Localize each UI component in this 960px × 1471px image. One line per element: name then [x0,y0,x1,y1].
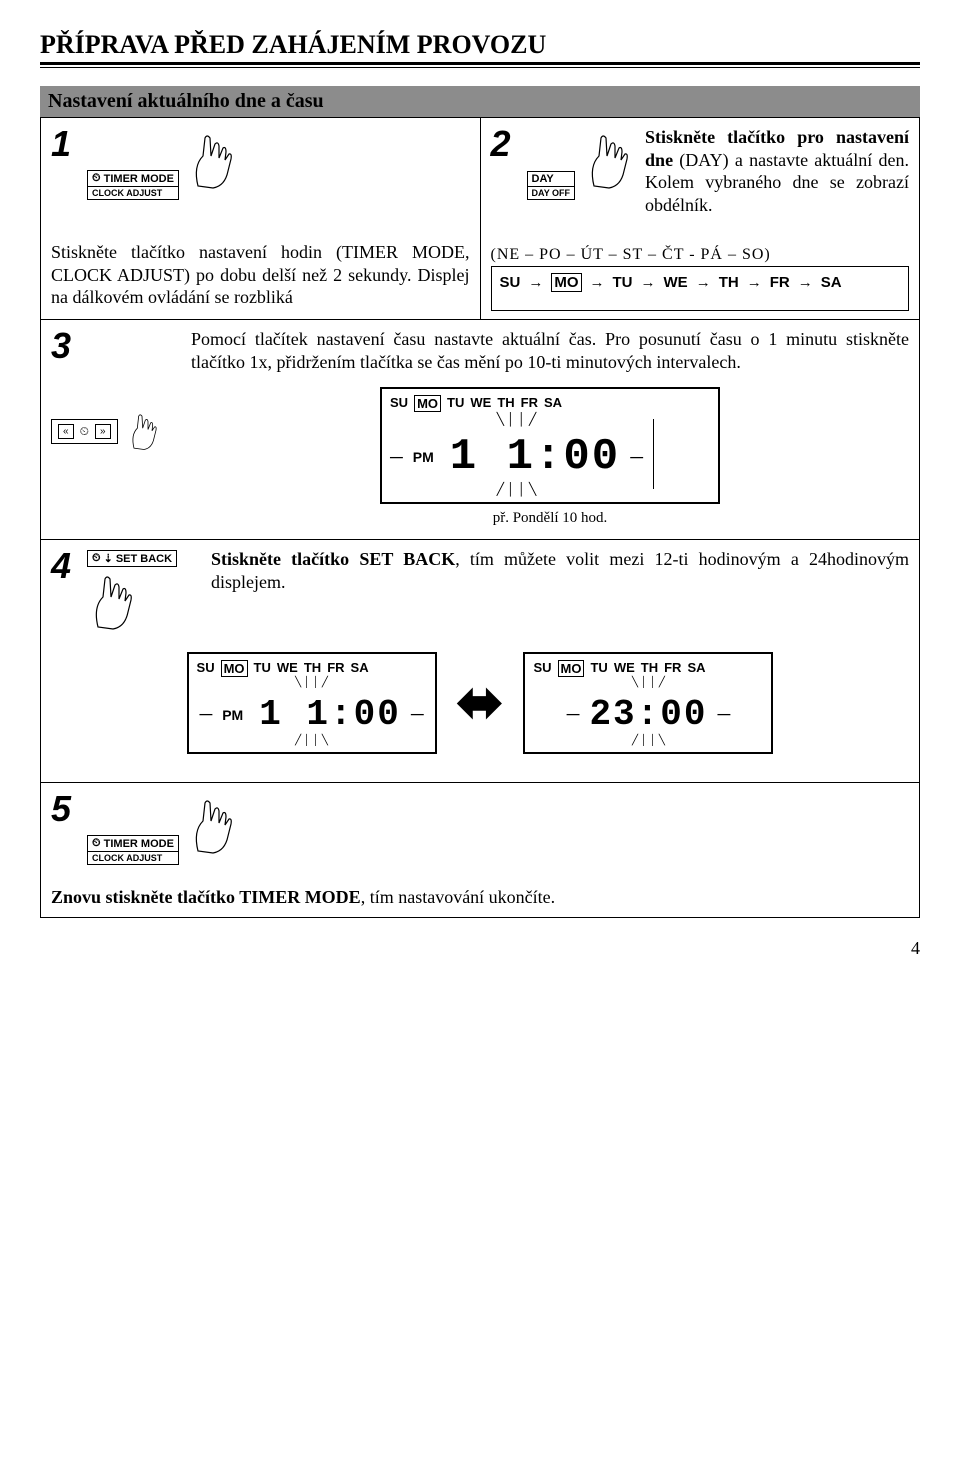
step-1-head: 1 ⏲TIMER MODE CLOCK ADJUST [51,126,470,201]
section-subheader: Nastavení aktuálního dne a času [40,86,920,117]
day-icon-block: DAY DAY OFF [523,126,640,201]
title-rule-thick [40,62,920,65]
page-number: 4 [40,938,920,959]
setback-icon-block: ⏲⇣SET BACK [83,548,191,642]
timer-mode-icon-block: ⏲TIMER MODE CLOCK ADJUST [83,791,243,866]
english-days-box: SU MO TU WE TH FR SA [491,266,910,311]
display-toggle-row: SUMOTUWETHFRSA ╲ │ │ ╱ ─ PM 1 1:00 ─ ╱ │… [51,652,909,754]
pressing-hand-icon [183,126,243,196]
clock-icon: ⏲ [92,172,101,185]
step-number: 4 [51,548,77,584]
clock-icon: ⏲ [92,552,101,565]
clock-icon: ⏲ [80,424,89,439]
title-rule-thin [40,67,920,68]
step-4-lead: Stiskněte tlačítko SET BACK [211,549,455,569]
time-adjust-remote-icon: « ⏲ » [51,404,171,459]
step-number: 1 [51,126,77,162]
setback-icon: ⇣ [104,552,113,565]
step-5-head: 5 ⏲TIMER MODE CLOCK ADJUST [51,791,909,866]
timer-mode-icon-block: ⏲TIMER MODE CLOCK ADJUST [83,126,243,201]
step-2-head: 2 DAY DAY OFF Stiskněte tlačítko pro nas… [491,126,910,216]
pressing-hand-icon [83,567,143,637]
step-number: 5 [51,791,77,827]
page-title: PŘÍPRAVA PŘED ZAHÁJENÍM PROVOZU [40,30,920,60]
step-5-lead: Znovu stiskněte tlačítko TIMER MODE [51,887,361,907]
lcd-display-12h: SUMOTUWETHFRSA ╲ │ │ ╱ ─ PM 1 1:00 ─ ╱ │… [187,652,437,754]
step-2-rest: (DAY) a nastavte aktuální den. Kolem vyb… [645,150,909,215]
lcd-time: 1 1:00 [450,432,620,482]
step-1-text: Stiskněte tlačítko nastavení hodin (TIME… [51,241,470,309]
lcd-caption: př. Pondělí 10 hod. [191,510,909,527]
step-3-text: Pomocí tlačítek nastavení času nastavte … [191,328,909,373]
pressing-hand-icon [124,404,164,459]
step-5-rest: , tím nastavování ukončíte. [361,887,555,907]
clock-icon: ⏲ [92,837,101,850]
step-number: 3 [51,328,77,364]
pressing-hand-icon [579,126,639,196]
lcd-display: SU MO TU WE TH FR SA ╲ │ │ ╱ [380,387,720,504]
double-arrow-icon: ⬌ [457,675,504,731]
steps-table: 1 ⏲TIMER MODE CLOCK ADJUST Stiskněte tla… [40,117,920,918]
step-number: 2 [491,126,517,162]
pressing-hand-icon [183,791,243,861]
czech-days-row: (NE – PO – ÚT – ST – ČT - PÁ – SO) [491,246,910,264]
lcd-display-24h: SUMOTUWETHFRSA ╲ │ │ ╱ ─ 23:00 ─ ╱ │ │ ╲ [523,652,773,754]
